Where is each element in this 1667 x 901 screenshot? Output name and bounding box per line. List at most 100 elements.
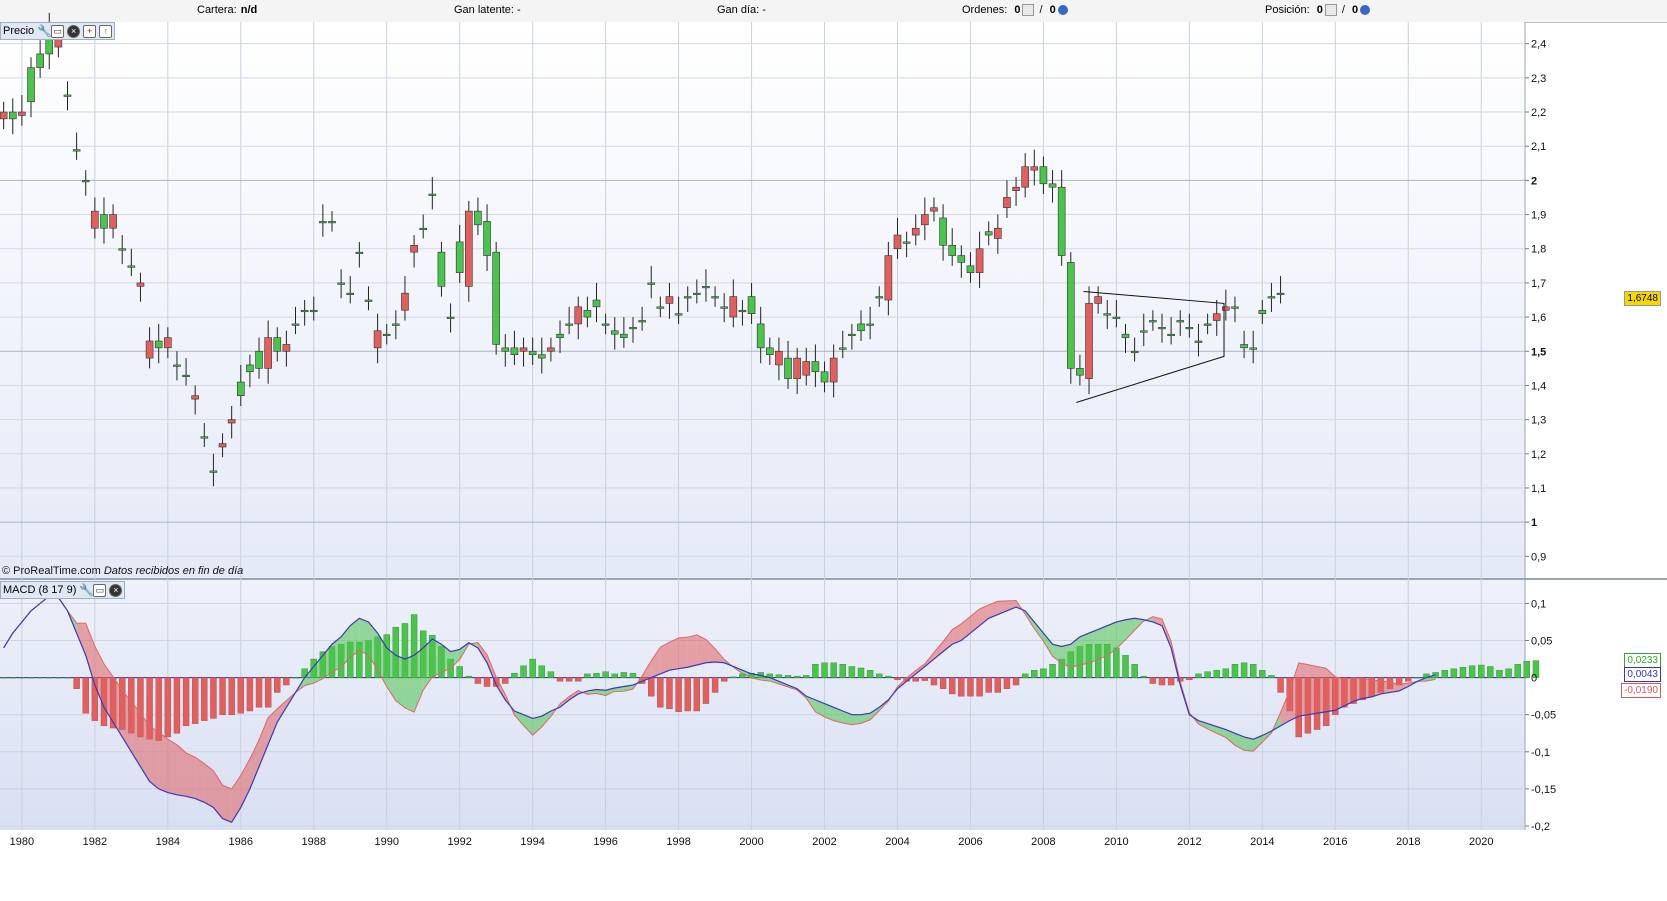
macd-y-tick-label: -0,2 (1531, 821, 1550, 833)
macd-histogram-bar (191, 677, 199, 724)
macd-signal-band (1344, 677, 1354, 706)
candle-body (1222, 306, 1230, 311)
macd-signal-band (94, 646, 104, 708)
candle-body (291, 323, 300, 326)
macd-signal-band (359, 618, 369, 656)
candle-body (610, 330, 619, 335)
last-price-tag: 1,6748 (1624, 291, 1661, 306)
price-panel-label: Precio (3, 25, 35, 37)
candle-body (401, 292, 409, 311)
macd-histogram-bar (912, 677, 919, 682)
x-tick-label: 2000 (739, 836, 763, 848)
close-icon[interactable]: × (109, 583, 123, 597)
macd-signal-band (1371, 680, 1381, 697)
candle-body (711, 296, 719, 299)
macd-signal-band (131, 701, 141, 767)
candle-body (91, 210, 99, 229)
candle-body (930, 207, 938, 212)
macd-signal-band (1098, 625, 1108, 660)
macd-signal-line (3, 595, 1436, 790)
macd-signal-band (715, 648, 725, 663)
macd-histogram-bar (483, 677, 491, 687)
macd-histogram-bar (1222, 668, 1230, 678)
macd-histogram-bar (702, 677, 710, 704)
macd-signal-band (1125, 618, 1135, 640)
macd-histogram-bar (1268, 675, 1275, 678)
candle-body (1203, 323, 1212, 326)
y-tick-label: 1,4 (1531, 380, 1546, 392)
macd-signal-band (1034, 621, 1044, 642)
macd-histogram-bar (684, 677, 691, 712)
macd-signal-band (186, 752, 196, 799)
macd-signal-band (423, 639, 433, 691)
macd-signal-value-tag: -0,0190 (1621, 683, 1661, 698)
arrow-up-icon[interactable]: ↑ (99, 24, 113, 38)
candle-body (118, 248, 127, 251)
y-tick-label: 1,2 (1531, 449, 1546, 461)
add-indicator-icon[interactable]: + (83, 24, 97, 38)
candle-body (337, 282, 345, 285)
macd-histogram-bar (1213, 669, 1220, 678)
macd-histogram-bar (967, 677, 974, 697)
macd-signal-band (1107, 621, 1117, 656)
macd-signal-band (833, 707, 843, 724)
macd-histogram-bar (648, 677, 655, 697)
wrench-icon[interactable]: 🔧 (79, 582, 95, 597)
macd-signal-band (432, 639, 442, 678)
macd-signal-band (943, 629, 953, 652)
candle-body (693, 292, 701, 295)
candle-body (246, 364, 254, 373)
macd-histogram-bar (1277, 677, 1284, 693)
y-tick-label: 2,1 (1531, 141, 1546, 153)
candle-body (428, 193, 437, 196)
candle-body (1139, 330, 1148, 333)
gan-latente-value: - (517, 4, 521, 16)
macd-signal-band (386, 647, 396, 701)
macd-histogram-bar (1487, 666, 1494, 678)
x-tick-label: 1998 (666, 836, 690, 848)
macd-histogram-bar (1149, 677, 1157, 684)
macd-histogram-bar (1049, 664, 1056, 678)
posicion-gear-icon[interactable] (1360, 5, 1371, 16)
window-icon[interactable]: ▭ (93, 583, 107, 597)
macd-histogram-bar (182, 677, 190, 727)
macd-signal-band (341, 625, 351, 667)
ordenes-list-icon[interactable] (1022, 4, 1035, 17)
macd-histogram-bar (1505, 668, 1512, 678)
candle-body (355, 251, 364, 254)
macd-histogram-value-tag: 0,0233 (1624, 653, 1661, 668)
wrench-icon[interactable]: 🔧 (37, 23, 53, 38)
candle-body (1149, 320, 1157, 323)
macd-y-tick-label: -0,1 (1531, 747, 1550, 759)
macd-histogram-bar (1523, 661, 1531, 678)
macd-histogram-bar (1441, 669, 1448, 678)
candle-body (911, 227, 920, 236)
candle-body (893, 234, 902, 250)
macd-histogram-bar (1259, 669, 1266, 678)
y-tick-label: 1,9 (1531, 210, 1546, 222)
macd-signal-band (1298, 662, 1308, 717)
macd-signal-band (705, 639, 716, 663)
candle-body (966, 265, 975, 273)
macd-signal-band (368, 621, 378, 670)
macd-signal-band (769, 677, 779, 684)
macd-histogram-bar (1231, 664, 1239, 678)
macd-histogram-bar (1468, 665, 1476, 678)
candle-body (27, 67, 35, 103)
y-tick-label: 2,4 (1531, 39, 1546, 51)
candle-body (838, 347, 847, 350)
window-icon[interactable]: ▭ (51, 24, 65, 38)
y-tick-label: 1,8 (1531, 244, 1546, 256)
candle-body (1258, 309, 1267, 314)
ordenes-gear-icon[interactable] (1057, 5, 1068, 16)
candle-body (547, 347, 555, 352)
posicion-list-icon[interactable] (1324, 4, 1337, 17)
candle-body (656, 306, 665, 309)
close-icon[interactable]: × (67, 24, 81, 38)
macd-signal-band (523, 714, 533, 736)
macd-histogram-bar (629, 672, 637, 678)
macd-histogram-bar (210, 677, 217, 719)
macd-histogram-bar (255, 677, 263, 708)
x-tick-label: 2018 (1396, 836, 1420, 848)
